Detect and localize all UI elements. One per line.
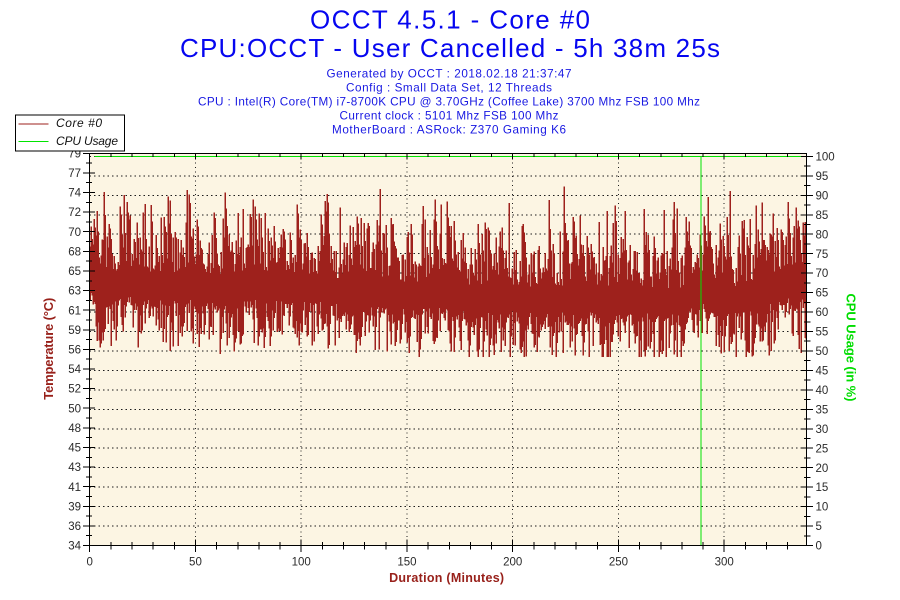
svg-text:20: 20 — [816, 463, 829, 475]
svg-text:65: 65 — [816, 288, 829, 300]
svg-text:70: 70 — [816, 268, 829, 280]
svg-text:10: 10 — [816, 502, 829, 514]
svg-text:OCCT 4.5.1 - Core #0: OCCT 4.5.1 - Core #0 — [310, 5, 590, 35]
svg-text:200: 200 — [503, 557, 522, 569]
svg-text:CPU Usage (in %): CPU Usage (in %) — [843, 294, 858, 402]
svg-text:90: 90 — [816, 190, 829, 202]
svg-text:Duration (Minutes): Duration (Minutes) — [389, 571, 504, 585]
svg-text:36: 36 — [68, 521, 81, 533]
svg-text:Temperature (°C): Temperature (°C) — [41, 298, 56, 400]
svg-text:45: 45 — [816, 366, 829, 378]
svg-text:Config : Small Data Set, 12 Th: Config : Small Data Set, 12 Threads — [346, 82, 552, 95]
svg-text:75: 75 — [816, 249, 829, 261]
svg-text:50: 50 — [816, 346, 829, 358]
svg-text:45: 45 — [68, 443, 81, 455]
svg-text:150: 150 — [397, 557, 416, 569]
svg-text:CPU:OCCT - User Cancelled - 5h: CPU:OCCT - User Cancelled - 5h 38m 25s — [180, 33, 720, 63]
svg-text:55: 55 — [816, 327, 829, 339]
svg-text:54: 54 — [68, 364, 81, 376]
svg-text:30: 30 — [816, 424, 829, 436]
svg-text:34: 34 — [68, 541, 81, 553]
svg-text:59: 59 — [68, 325, 81, 337]
svg-text:68: 68 — [68, 246, 81, 258]
svg-text:35: 35 — [816, 404, 829, 416]
svg-text:63: 63 — [68, 286, 81, 298]
svg-text:74: 74 — [68, 188, 81, 200]
svg-text:CPU : Intel(R) Core(TM) i7-870: CPU : Intel(R) Core(TM) i7-8700K CPU @ 3… — [198, 96, 700, 109]
svg-text:Generated by OCCT : 2018.02.18: Generated by OCCT : 2018.02.18 21:37:47 — [327, 68, 572, 81]
svg-text:40: 40 — [816, 385, 829, 397]
svg-text:39: 39 — [68, 501, 81, 513]
svg-text:100: 100 — [292, 557, 311, 569]
svg-text:41: 41 — [68, 482, 81, 494]
svg-text:85: 85 — [816, 210, 829, 222]
svg-text:100: 100 — [816, 152, 835, 164]
svg-text:80: 80 — [816, 229, 829, 241]
svg-text:0: 0 — [816, 541, 822, 553]
svg-text:70: 70 — [68, 227, 81, 239]
svg-text:95: 95 — [816, 171, 829, 183]
svg-text:52: 52 — [68, 384, 81, 396]
svg-text:48: 48 — [68, 423, 81, 435]
svg-text:Current clock : 5101 Mhz FSB 1: Current clock : 5101 Mhz FSB 100 Mhz — [340, 110, 559, 123]
svg-text:300: 300 — [715, 557, 734, 569]
svg-text:72: 72 — [68, 207, 81, 219]
svg-text:250: 250 — [609, 557, 628, 569]
svg-text:56: 56 — [68, 345, 81, 357]
svg-text:0: 0 — [86, 557, 92, 569]
svg-text:25: 25 — [816, 443, 829, 455]
svg-text:65: 65 — [68, 266, 81, 278]
svg-text:43: 43 — [68, 462, 81, 474]
svg-text:CPU Usage: CPU Usage — [56, 134, 118, 148]
svg-text:61: 61 — [68, 305, 81, 317]
svg-text:77: 77 — [68, 168, 81, 180]
svg-text:15: 15 — [816, 482, 829, 494]
svg-text:Core #0: Core #0 — [56, 116, 102, 130]
svg-text:MotherBoard : ASRock: Z370 Gam: MotherBoard : ASRock: Z370 Gaming K6 — [332, 124, 566, 137]
svg-text:50: 50 — [68, 403, 81, 415]
svg-text:50: 50 — [189, 557, 202, 569]
svg-text:5: 5 — [816, 521, 822, 533]
svg-text:60: 60 — [816, 307, 829, 319]
